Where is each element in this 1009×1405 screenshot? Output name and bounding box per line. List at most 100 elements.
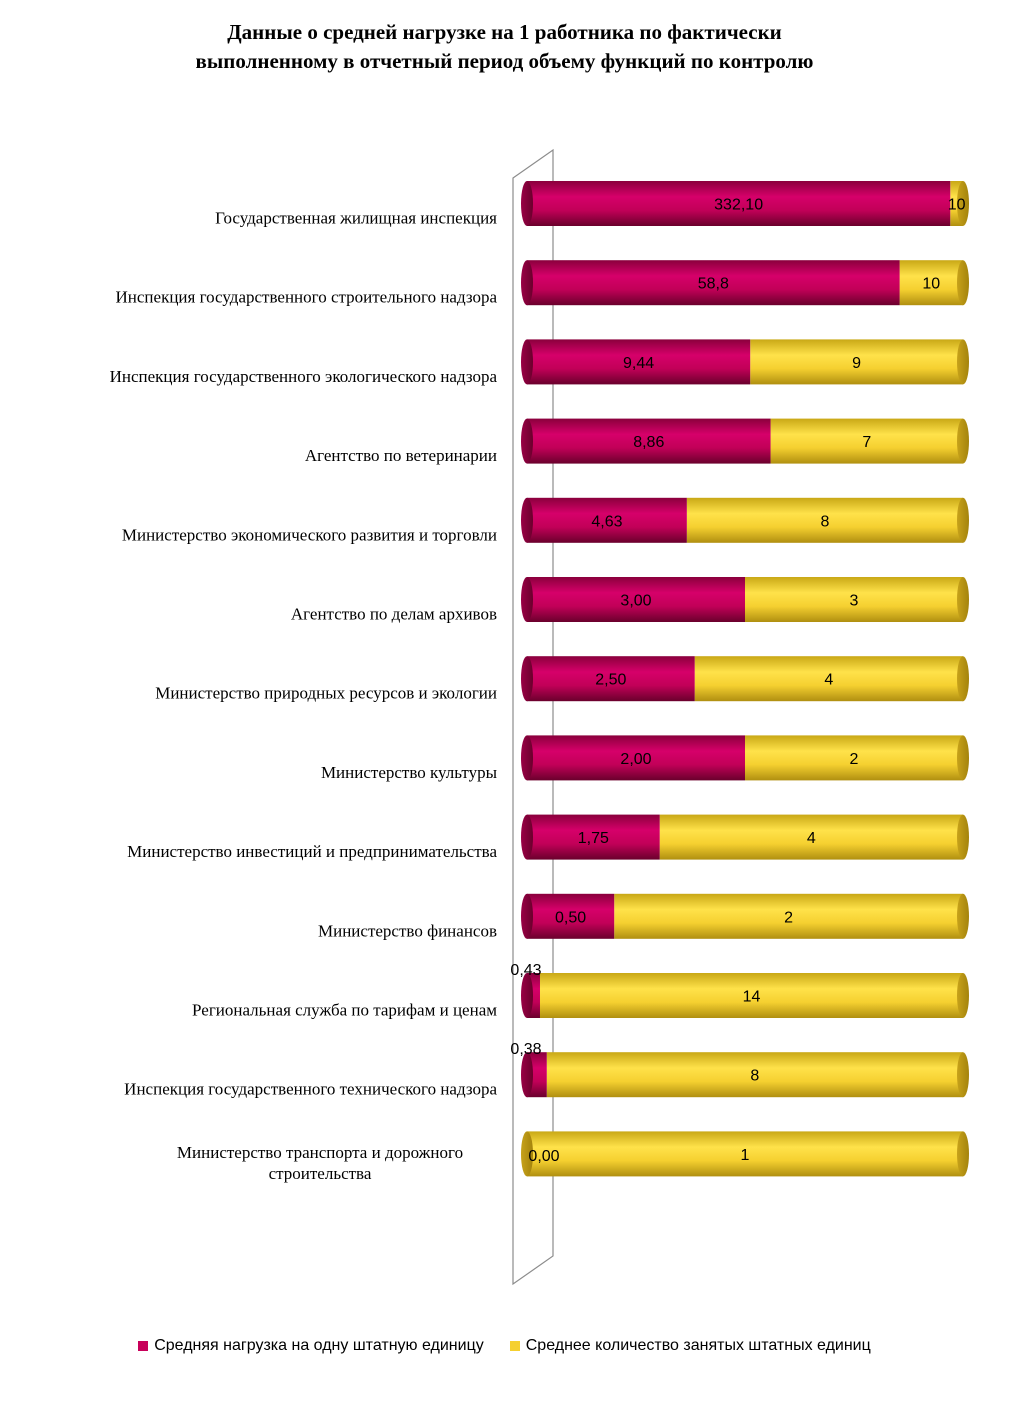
bar-end-cap: [957, 260, 969, 306]
bar-row: 1,75 4: [521, 814, 969, 860]
bar-start-cap-load: [521, 973, 533, 1018]
data-label-load: 0,38: [510, 1041, 541, 1058]
data-label-load: 332,10: [714, 197, 763, 214]
bar-load: [527, 418, 771, 464]
data-label-staff: 8: [750, 1068, 759, 1085]
bar-row: 8,86 7: [521, 418, 969, 464]
bar-staff: [546, 1052, 963, 1098]
category-label: Региональная служба по тарифам и ценам: [192, 1001, 497, 1020]
category-label: Министерство транспорта и дорожного строи…: [177, 1143, 463, 1183]
data-label-staff: 10: [948, 197, 966, 214]
legend-label-staff: Среднее количество занятых штатных едини…: [525, 1337, 871, 1354]
bar-start-cap-load: [521, 735, 533, 781]
data-label-load: 1,75: [578, 830, 609, 847]
category-labels: Государственная жилищная инспекция Инспек…: [110, 209, 498, 1183]
bar-end-cap: [957, 181, 969, 226]
chart-title-line-2: выполненному в отчетный период объему фу…: [195, 49, 814, 73]
data-label-staff: 1: [741, 1147, 750, 1164]
bar-end-cap: [957, 339, 969, 385]
data-label-load: 4,63: [591, 513, 622, 530]
data-label-staff: 4: [824, 672, 833, 689]
bar-start-cap-load: [521, 656, 533, 702]
data-label-staff: 9: [852, 355, 861, 372]
category-label: Инспекция государственного экологическог…: [110, 367, 498, 386]
legend-label-load: Средняя нагрузка на одну штатную единицу: [154, 1337, 484, 1354]
bar-start-cap-load: [521, 497, 533, 543]
data-label-staff: 2: [850, 751, 859, 768]
bar-end-cap: [957, 1131, 969, 1177]
legend-item-staff: Среднее количество занятых штатных едини…: [509, 1337, 871, 1355]
data-label-staff: 7: [862, 434, 871, 451]
data-label-load: 58,8: [698, 276, 729, 293]
data-label-load: 0,00: [528, 1148, 559, 1165]
chart-title: Данные о средней нагрузке на 1 работника…: [0, 18, 1009, 76]
data-label-load: 0,50: [555, 909, 586, 926]
bar-load: [527, 735, 745, 781]
bar-row: 58,8 10: [521, 260, 969, 306]
bar-staff: [770, 418, 963, 464]
data-label-load: 2,50: [595, 672, 626, 689]
chart-title-line-1: Данные о средней нагрузке на 1 работника…: [227, 20, 782, 44]
bar-start-cap-load: [521, 1052, 533, 1098]
bar-staff: [539, 973, 963, 1018]
category-label: Министерство культуры: [321, 763, 498, 782]
bar-load: [527, 893, 615, 939]
bar-row: 3,00 3: [521, 577, 969, 622]
bar-start-cap-load: [521, 814, 533, 860]
data-label-staff: 10: [922, 276, 940, 293]
bar-load: [527, 656, 695, 702]
bar-staff: [614, 893, 963, 939]
data-label-staff: 14: [743, 989, 761, 1006]
bar-staff: [750, 339, 963, 385]
category-label: Министерство природных ресурсов и эколог…: [155, 684, 497, 703]
data-label-load: 2,00: [620, 751, 651, 768]
bar-start-cap-load: [521, 577, 533, 622]
bar-staff: [745, 577, 963, 622]
data-label-staff: 3: [850, 593, 859, 610]
category-label: Министерство экономического развития и т…: [122, 525, 497, 544]
category-label: Инспекция государственного строительного…: [116, 288, 498, 307]
bar-staff: [659, 814, 963, 860]
bar-row: 4,63 8: [521, 497, 969, 543]
bar-end-cap: [957, 735, 969, 781]
bar-staff: [694, 656, 963, 702]
bar-row: 2,00 2: [521, 735, 969, 781]
legend-item-load: Средняя нагрузка на одну штатную единицу: [138, 1337, 484, 1355]
data-label-load: 9,44: [623, 355, 654, 372]
bar-start-cap-load: [521, 893, 533, 939]
bar-end-cap: [957, 1052, 969, 1098]
category-label: Инспекция государственного технического …: [124, 1080, 497, 1099]
bar-load: [527, 497, 687, 543]
bar-load: [527, 339, 751, 385]
bar-end-cap: [957, 418, 969, 464]
category-label: Министерство инвестиций и предпринимател…: [127, 842, 497, 861]
bar-staff: [527, 1131, 963, 1177]
category-label: Государственная жилищная инспекция: [215, 209, 497, 228]
legend-swatch-load: [138, 1341, 149, 1351]
bar-row: 0,43 14: [510, 962, 969, 1018]
bar-load: [527, 181, 951, 226]
data-label-staff: 4: [807, 830, 816, 847]
bar-load: [527, 814, 660, 860]
bar-start-cap-staff: [521, 1131, 533, 1177]
category-label: Агентство по делам архивов: [291, 605, 497, 624]
bar-load: [527, 260, 900, 306]
bar-end-cap: [957, 814, 969, 860]
bar-end-cap: [957, 893, 969, 939]
category-label: Министерство финансов: [318, 921, 497, 940]
bar-row: 0,38 8: [510, 1041, 969, 1098]
bar-start-cap-load: [521, 418, 533, 464]
bar-load: [527, 577, 745, 622]
bar-end-cap: [957, 577, 969, 622]
category-label: Агентство по ветеринарии: [305, 446, 497, 465]
bar-start-cap-load: [521, 260, 533, 306]
bar-row: 0,50 2: [521, 893, 969, 939]
legend-swatch-staff: [509, 1341, 520, 1351]
bar-start-cap-load: [521, 181, 533, 226]
legend: Средняя нагрузка на одну штатную единицу…: [0, 1337, 1009, 1355]
data-label-load: 8,86: [633, 434, 664, 451]
bar-row: 332,10 10: [521, 181, 969, 226]
data-label-load: 0,43: [510, 962, 541, 979]
